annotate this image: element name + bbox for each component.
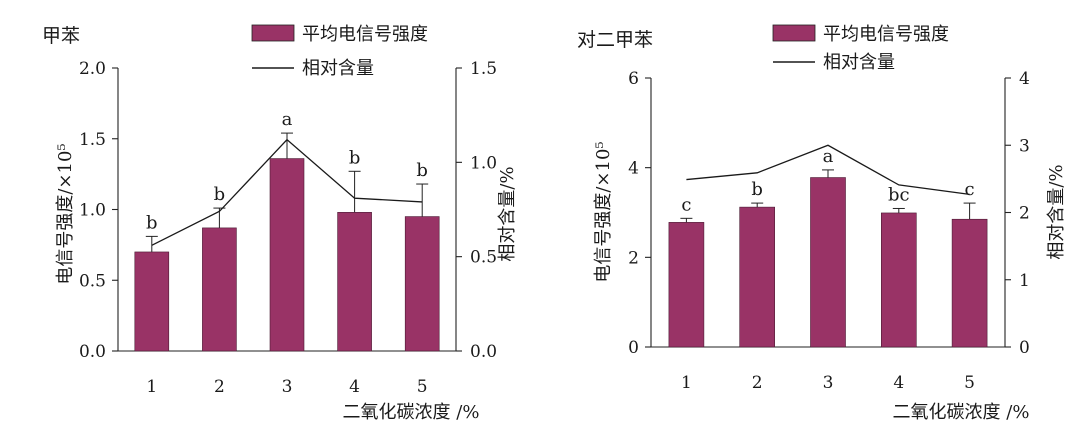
y-axis-label: 电信号强度/×10⁵ bbox=[593, 141, 614, 282]
y2-axis-label: 相对含量/% bbox=[1046, 164, 1067, 259]
y2-axis-label: 相对含量/% bbox=[497, 166, 518, 261]
bar bbox=[337, 212, 372, 352]
legend-bar-swatch bbox=[772, 24, 816, 42]
y-tick-label: 4 bbox=[628, 159, 639, 179]
x-tick-label: 3 bbox=[823, 373, 834, 393]
y2-tick-label: 4 bbox=[1019, 69, 1030, 89]
y-tick-label: 2 bbox=[628, 248, 639, 268]
chart-p-xylene: 对二甲苯 平均电信号强度 相对含量 0 2 4 6 0 1 2 3 4 1 2 3 4 5 c b a bc c 电… bbox=[577, 24, 1067, 423]
bar bbox=[269, 158, 305, 352]
x-tick-label: 4 bbox=[893, 373, 904, 393]
significance-label: bc bbox=[888, 184, 910, 205]
y2-tick-label: 2 bbox=[1019, 204, 1030, 224]
y2-tick-label: 1.0 bbox=[470, 153, 497, 173]
y2-tick-label: 3 bbox=[1019, 136, 1030, 156]
y2-tick-label: 1 bbox=[1019, 271, 1030, 291]
relative-content-line bbox=[151, 138, 423, 246]
y-tick-label: 0.5 bbox=[79, 271, 106, 291]
x-tick-label: 3 bbox=[282, 377, 293, 397]
y-tick-label: 2.0 bbox=[79, 59, 106, 79]
bar bbox=[202, 227, 237, 352]
x-tick-label: 2 bbox=[214, 377, 225, 397]
y-tick-label: 0.0 bbox=[79, 342, 106, 362]
y-tick-label: 1.0 bbox=[79, 201, 106, 221]
chart-toluene: 甲苯 平均电信号强度 相对含量 0.0 0.5 1.0 1.5 2.0 0.0 0.5 1.0… bbox=[42, 24, 518, 423]
legend-line-label: 相对含量 bbox=[823, 52, 895, 73]
legend-bar-swatch bbox=[251, 24, 295, 42]
plot-area: 0 2 4 6 0 1 2 3 4 1 2 3 4 5 c b a bc c bbox=[628, 69, 1030, 393]
y-tick-label: 1.5 bbox=[79, 130, 106, 150]
plot-area: 0.0 0.5 1.0 1.5 2.0 0.0 0.5 1.0 1.5 1 2 3 4 5 b b a b b bbox=[79, 59, 497, 397]
x-axis-label: 二氧化碳浓度 /% bbox=[343, 402, 480, 423]
significance-label: b bbox=[146, 212, 158, 233]
x-tick-label: 4 bbox=[349, 377, 360, 397]
significance-label: b bbox=[751, 179, 763, 200]
y2-tick-label: 1.5 bbox=[470, 59, 497, 79]
x-tick-label: 1 bbox=[146, 377, 157, 397]
bar bbox=[404, 216, 440, 352]
chart-title: 甲苯 bbox=[42, 25, 80, 47]
significance-label: c bbox=[681, 194, 691, 215]
y-tick-label: 6 bbox=[628, 69, 639, 89]
legend: 平均电信号强度 相对含量 bbox=[251, 24, 428, 79]
y-axis-label: 电信号强度/×10⁵ bbox=[55, 143, 76, 284]
x-tick-label: 5 bbox=[964, 373, 975, 393]
y2-tick-label: 0 bbox=[1019, 338, 1030, 358]
y2-tick-label: 0.0 bbox=[470, 342, 497, 362]
relative-content-line bbox=[686, 144, 970, 195]
legend-line-label: 相对含量 bbox=[302, 58, 374, 79]
legend-bar-label: 平均电信号强度 bbox=[302, 24, 428, 45]
bar bbox=[880, 212, 917, 348]
significance-label: b bbox=[416, 160, 428, 181]
y-tick-label: 0 bbox=[628, 338, 639, 358]
bar bbox=[810, 177, 846, 348]
significance-label: b bbox=[349, 147, 361, 168]
significance-label: b bbox=[214, 184, 226, 205]
y2-tick-label: 0.5 bbox=[470, 248, 497, 268]
x-axis-label: 二氧化碳浓度 /% bbox=[893, 402, 1030, 423]
x-tick-label: 2 bbox=[752, 373, 763, 393]
significance-label: a bbox=[282, 109, 293, 130]
bar bbox=[668, 222, 705, 348]
bar bbox=[739, 206, 776, 348]
bar bbox=[134, 251, 170, 352]
legend: 平均电信号强度 相对含量 bbox=[772, 24, 949, 73]
significance-label: a bbox=[823, 146, 834, 167]
bar bbox=[951, 218, 988, 348]
significance-label: c bbox=[965, 179, 975, 200]
x-tick-label: 5 bbox=[417, 377, 428, 397]
x-tick-label: 1 bbox=[681, 373, 692, 393]
legend-bar-label: 平均电信号强度 bbox=[823, 24, 949, 45]
chart-title: 对二甲苯 bbox=[577, 29, 653, 51]
